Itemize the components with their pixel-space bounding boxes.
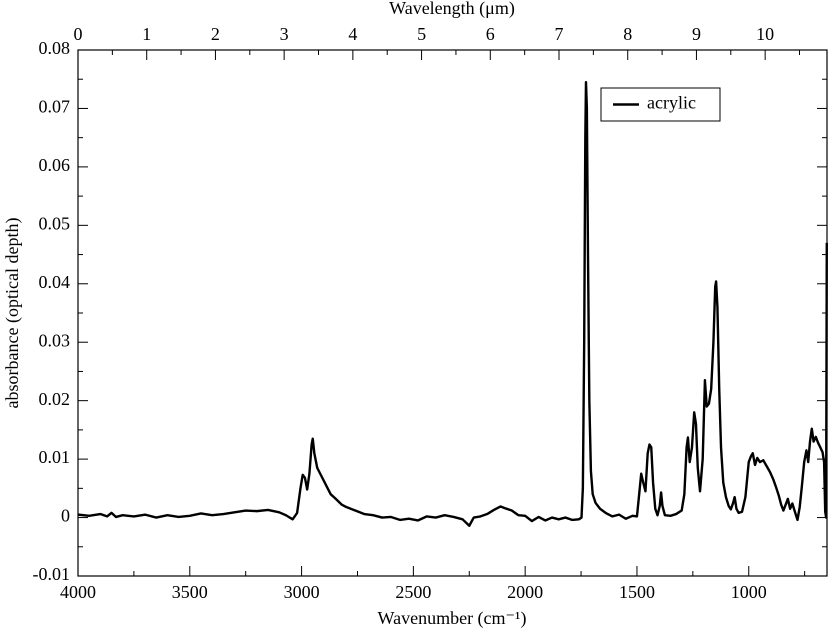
x-tick-label: 1500: [619, 582, 655, 602]
x-tick-label: 4000: [60, 582, 96, 602]
y-tick-label: 0.06: [39, 155, 71, 175]
x-tick-label: 3000: [284, 582, 320, 602]
x2-tick-label: 1: [142, 24, 151, 44]
y-tick-label: -0.01: [33, 564, 71, 584]
x-tick-label: 2000: [507, 582, 543, 602]
data-line: [77, 80, 828, 527]
y-tick-label: 0: [61, 506, 70, 526]
x2-tick-label: 4: [348, 24, 357, 44]
x-tick-label: 3500: [172, 582, 208, 602]
x2-axis-title: Wavelength (μm): [389, 0, 515, 19]
x-tick-label: 1000: [731, 582, 767, 602]
x2-tick-label: 9: [692, 24, 701, 44]
y-tick-label: 0.07: [39, 97, 71, 117]
x2-tick-label: 5: [417, 24, 426, 44]
x2-tick-label: 3: [280, 24, 289, 44]
y-axis-title: absorbance (optical depth): [2, 218, 23, 409]
x2-tick-label: 10: [756, 24, 774, 44]
x-tick-label: 2500: [395, 582, 431, 602]
y-tick-label: 0.02: [39, 389, 71, 409]
x2-tick-label: 7: [555, 24, 564, 44]
y-tick-label: 0.03: [39, 330, 71, 350]
legend-label: acrylic: [647, 93, 696, 113]
y-tick-label: 0.01: [39, 447, 71, 467]
x2-tick-label: 2: [211, 24, 220, 44]
x-axis-title: Wavenumber (cm⁻¹): [378, 608, 527, 629]
x2-tick-label: 0: [74, 24, 83, 44]
y-tick-label: 0.04: [39, 272, 71, 292]
x2-tick-label: 8: [623, 24, 632, 44]
y-tick-label: 0.08: [39, 38, 71, 58]
x2-tick-label: 6: [486, 24, 495, 44]
y-tick-label: 0.05: [39, 213, 71, 233]
